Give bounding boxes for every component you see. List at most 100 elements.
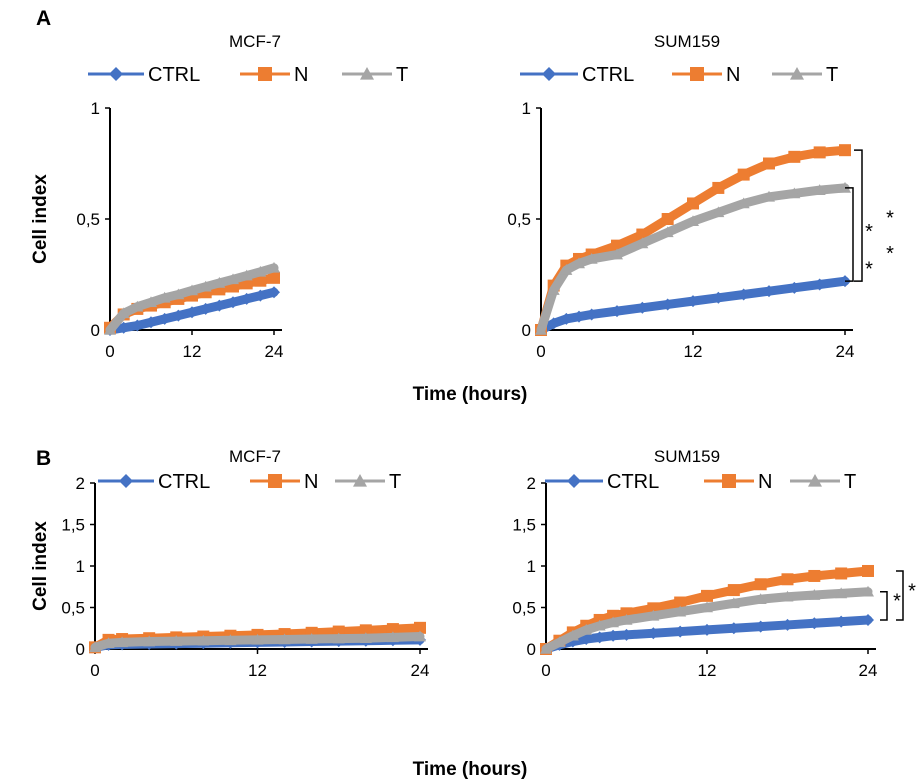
legend-marker-t [790, 67, 804, 80]
data-point-t [143, 635, 156, 647]
data-point-t [712, 206, 725, 218]
data-point-t [808, 589, 821, 600]
chart-a-mcf-7: MCF-7 0 0,5 1 0 12 24 Cell index CTRL N T [30, 32, 408, 361]
data-point-ctrl [813, 278, 826, 291]
data-point-n [359, 624, 372, 637]
series-ctrl [104, 286, 280, 336]
data-point-n [674, 596, 687, 609]
data-point-t [553, 636, 566, 648]
data-point-ctrl [593, 631, 606, 644]
data-point-n [781, 573, 794, 586]
data-point-ctrl [117, 321, 130, 334]
legend-marker-n [722, 474, 736, 488]
legend-marker-n [690, 67, 704, 81]
y-axis-label: Cell index [30, 521, 51, 611]
legend-label-ctrl: CTRL [582, 64, 634, 86]
legend-marker-ctrl [542, 67, 556, 81]
data-point-t [781, 590, 794, 602]
legend: CTRL N T [545, 471, 856, 493]
legend-marker-n [268, 474, 282, 488]
series-ctrl [535, 275, 851, 336]
data-point-ctrl [862, 613, 874, 626]
legend-label-t: T [396, 64, 408, 86]
data-point-n [687, 197, 699, 210]
data-point-ctrl [835, 615, 848, 628]
data-point-n [839, 144, 851, 157]
data-point-ctrl [712, 291, 725, 304]
data-point-t [414, 630, 426, 642]
significance-bracket [845, 187, 854, 282]
data-point-ctrl [781, 618, 794, 631]
data-point-ctrl [199, 302, 212, 315]
data-point-t [158, 291, 171, 303]
legend-label-ctrl: CTRL [158, 471, 210, 493]
data-point-t [305, 633, 318, 644]
data-point-t [701, 601, 713, 613]
y-tick-label: 1 [76, 557, 85, 576]
data-point-t [332, 632, 345, 644]
data-point-ctrl [701, 623, 713, 636]
data-point-ctrl [754, 620, 767, 633]
data-point-t [89, 641, 101, 653]
y-tick-label: 0,5 [512, 599, 536, 618]
legend-label-n: N [294, 64, 308, 86]
legend-marker-t [353, 474, 367, 487]
data-point-ctrl [254, 289, 267, 302]
data-point-n [862, 564, 874, 577]
y-tick-label: 1 [91, 99, 100, 118]
chart-title: SUM159 [654, 32, 720, 51]
data-point-n [737, 168, 750, 181]
data-point-t [788, 187, 801, 199]
legend-label-n: N [304, 471, 318, 493]
data-point-t [240, 269, 253, 281]
y-tick-label: 1 [522, 99, 531, 118]
data-point-ctrl [172, 309, 185, 322]
data-point-t [813, 184, 826, 195]
data-point-ctrl [547, 317, 560, 330]
x-axis-label: Time (hours) [413, 384, 528, 405]
data-point-t [170, 635, 183, 646]
legend-label-n: N [758, 471, 772, 493]
legend-marker-t [808, 474, 822, 487]
significance-bracket [896, 570, 904, 621]
data-point-t [547, 284, 560, 295]
legend: CTRL N T [88, 64, 408, 86]
data-point-t [131, 300, 144, 312]
data-point-n [808, 569, 821, 582]
x-tick-label: 0 [536, 342, 545, 361]
significance-bracket [854, 149, 863, 282]
legend-label-n: N [726, 64, 740, 86]
data-point-ctrl [560, 312, 573, 325]
legend-label-t: T [844, 471, 856, 493]
data-point-t [593, 619, 606, 631]
data-point-ctrl [240, 292, 253, 305]
data-point-t [620, 613, 633, 625]
data-point-ctrl [186, 306, 198, 319]
x-tick-label: 24 [859, 661, 878, 680]
legend-marker-t [360, 67, 374, 80]
series-n [535, 144, 851, 336]
data-point-t [227, 273, 239, 285]
legend-marker-n [258, 67, 272, 81]
data-point-n [813, 146, 826, 159]
significance-star: * [865, 221, 873, 243]
legend-label-t: T [826, 64, 838, 86]
y-tick-label: 2 [76, 474, 85, 493]
panel-a-label: A [36, 7, 51, 30]
data-point-ctrl [268, 286, 280, 299]
data-point-t [251, 633, 264, 645]
data-point-t [687, 215, 699, 227]
chart-title: MCF-7 [229, 32, 281, 51]
series-line-ctrl [541, 615, 873, 654]
data-point-t [835, 587, 848, 599]
data-point-t [359, 632, 372, 644]
x-tick-label: 24 [411, 661, 430, 680]
data-point-ctrl [788, 281, 801, 294]
y-tick-label: 2 [527, 474, 536, 493]
chart-title: MCF-7 [229, 447, 281, 466]
data-point-ctrl [227, 296, 239, 309]
y-tick-label: 0 [91, 321, 100, 340]
x-tick-label: 12 [684, 342, 703, 361]
